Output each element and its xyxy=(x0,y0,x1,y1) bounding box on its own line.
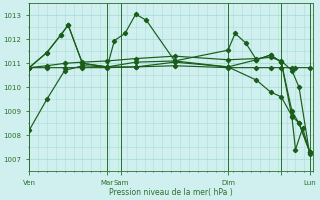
X-axis label: Pression niveau de la mer( hPa ): Pression niveau de la mer( hPa ) xyxy=(109,188,233,197)
